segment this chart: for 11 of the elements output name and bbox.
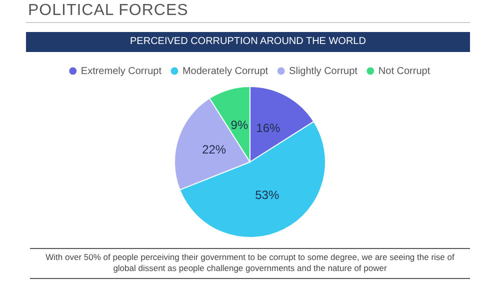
legend-label: Slightly Corrupt [289,66,358,77]
chart-subtitle: PERCEIVED CORRUPTION AROUND THE WORLD [26,32,470,52]
data-label: 16% [256,121,281,136]
data-label: 22% [202,142,226,157]
legend-label: Moderately Corrupt [182,66,268,77]
chart-title: POLITICAL FORCES [28,2,188,20]
data-label: 9% [230,118,248,132]
text: With over 50% of people perceiving their government to be corrupt to some degree, we are seeing the rise of global dissent as people challenge governments and the nature of power [44,252,456,274]
data-label: 53% [255,188,280,202]
legend-label: Extremely Corrupt [80,66,162,77]
legend-label: Not Corrupt [378,66,430,77]
